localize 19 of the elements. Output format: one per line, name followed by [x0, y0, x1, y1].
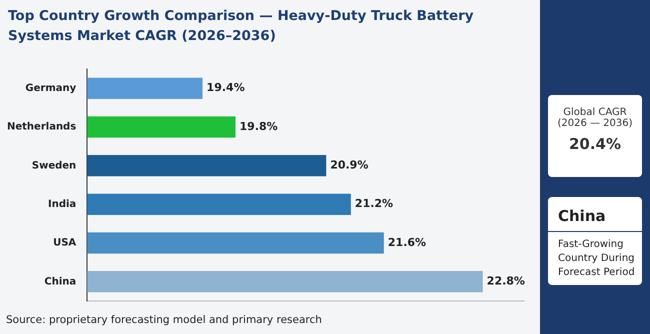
y-tick-label: Netherlands	[7, 122, 76, 133]
data-label: 19.8%	[240, 120, 278, 133]
source-note: Source: proprietary forecasting model and primary research	[6, 314, 322, 326]
data-label: 21.6%	[388, 236, 426, 249]
data-label: 20.9%	[330, 158, 368, 172]
text: (2026 — 2036)	[556, 118, 634, 129]
y-tick-label: Sweden	[32, 160, 76, 172]
data-label: 21.2%	[354, 197, 394, 210]
text: China	[558, 207, 607, 225]
data-label: 22.8%	[486, 274, 525, 288]
text: 20.4%	[568, 135, 622, 153]
chart-title: Top Country Growth Comparison — Heavy-Duty Truck Battery Systems Market CAGR (2026–2036)	[8, 7, 475, 46]
y-tick-label: China	[44, 276, 76, 288]
y-tick-label: Germany	[25, 82, 77, 94]
y-tick-label: India	[48, 198, 76, 210]
text: Global CAGR	[562, 107, 628, 118]
y-tick-label: USA	[53, 238, 76, 249]
data-label: 19.4%	[206, 81, 245, 94]
text: Fast-Growing Country During Forecast Period	[558, 238, 636, 280]
